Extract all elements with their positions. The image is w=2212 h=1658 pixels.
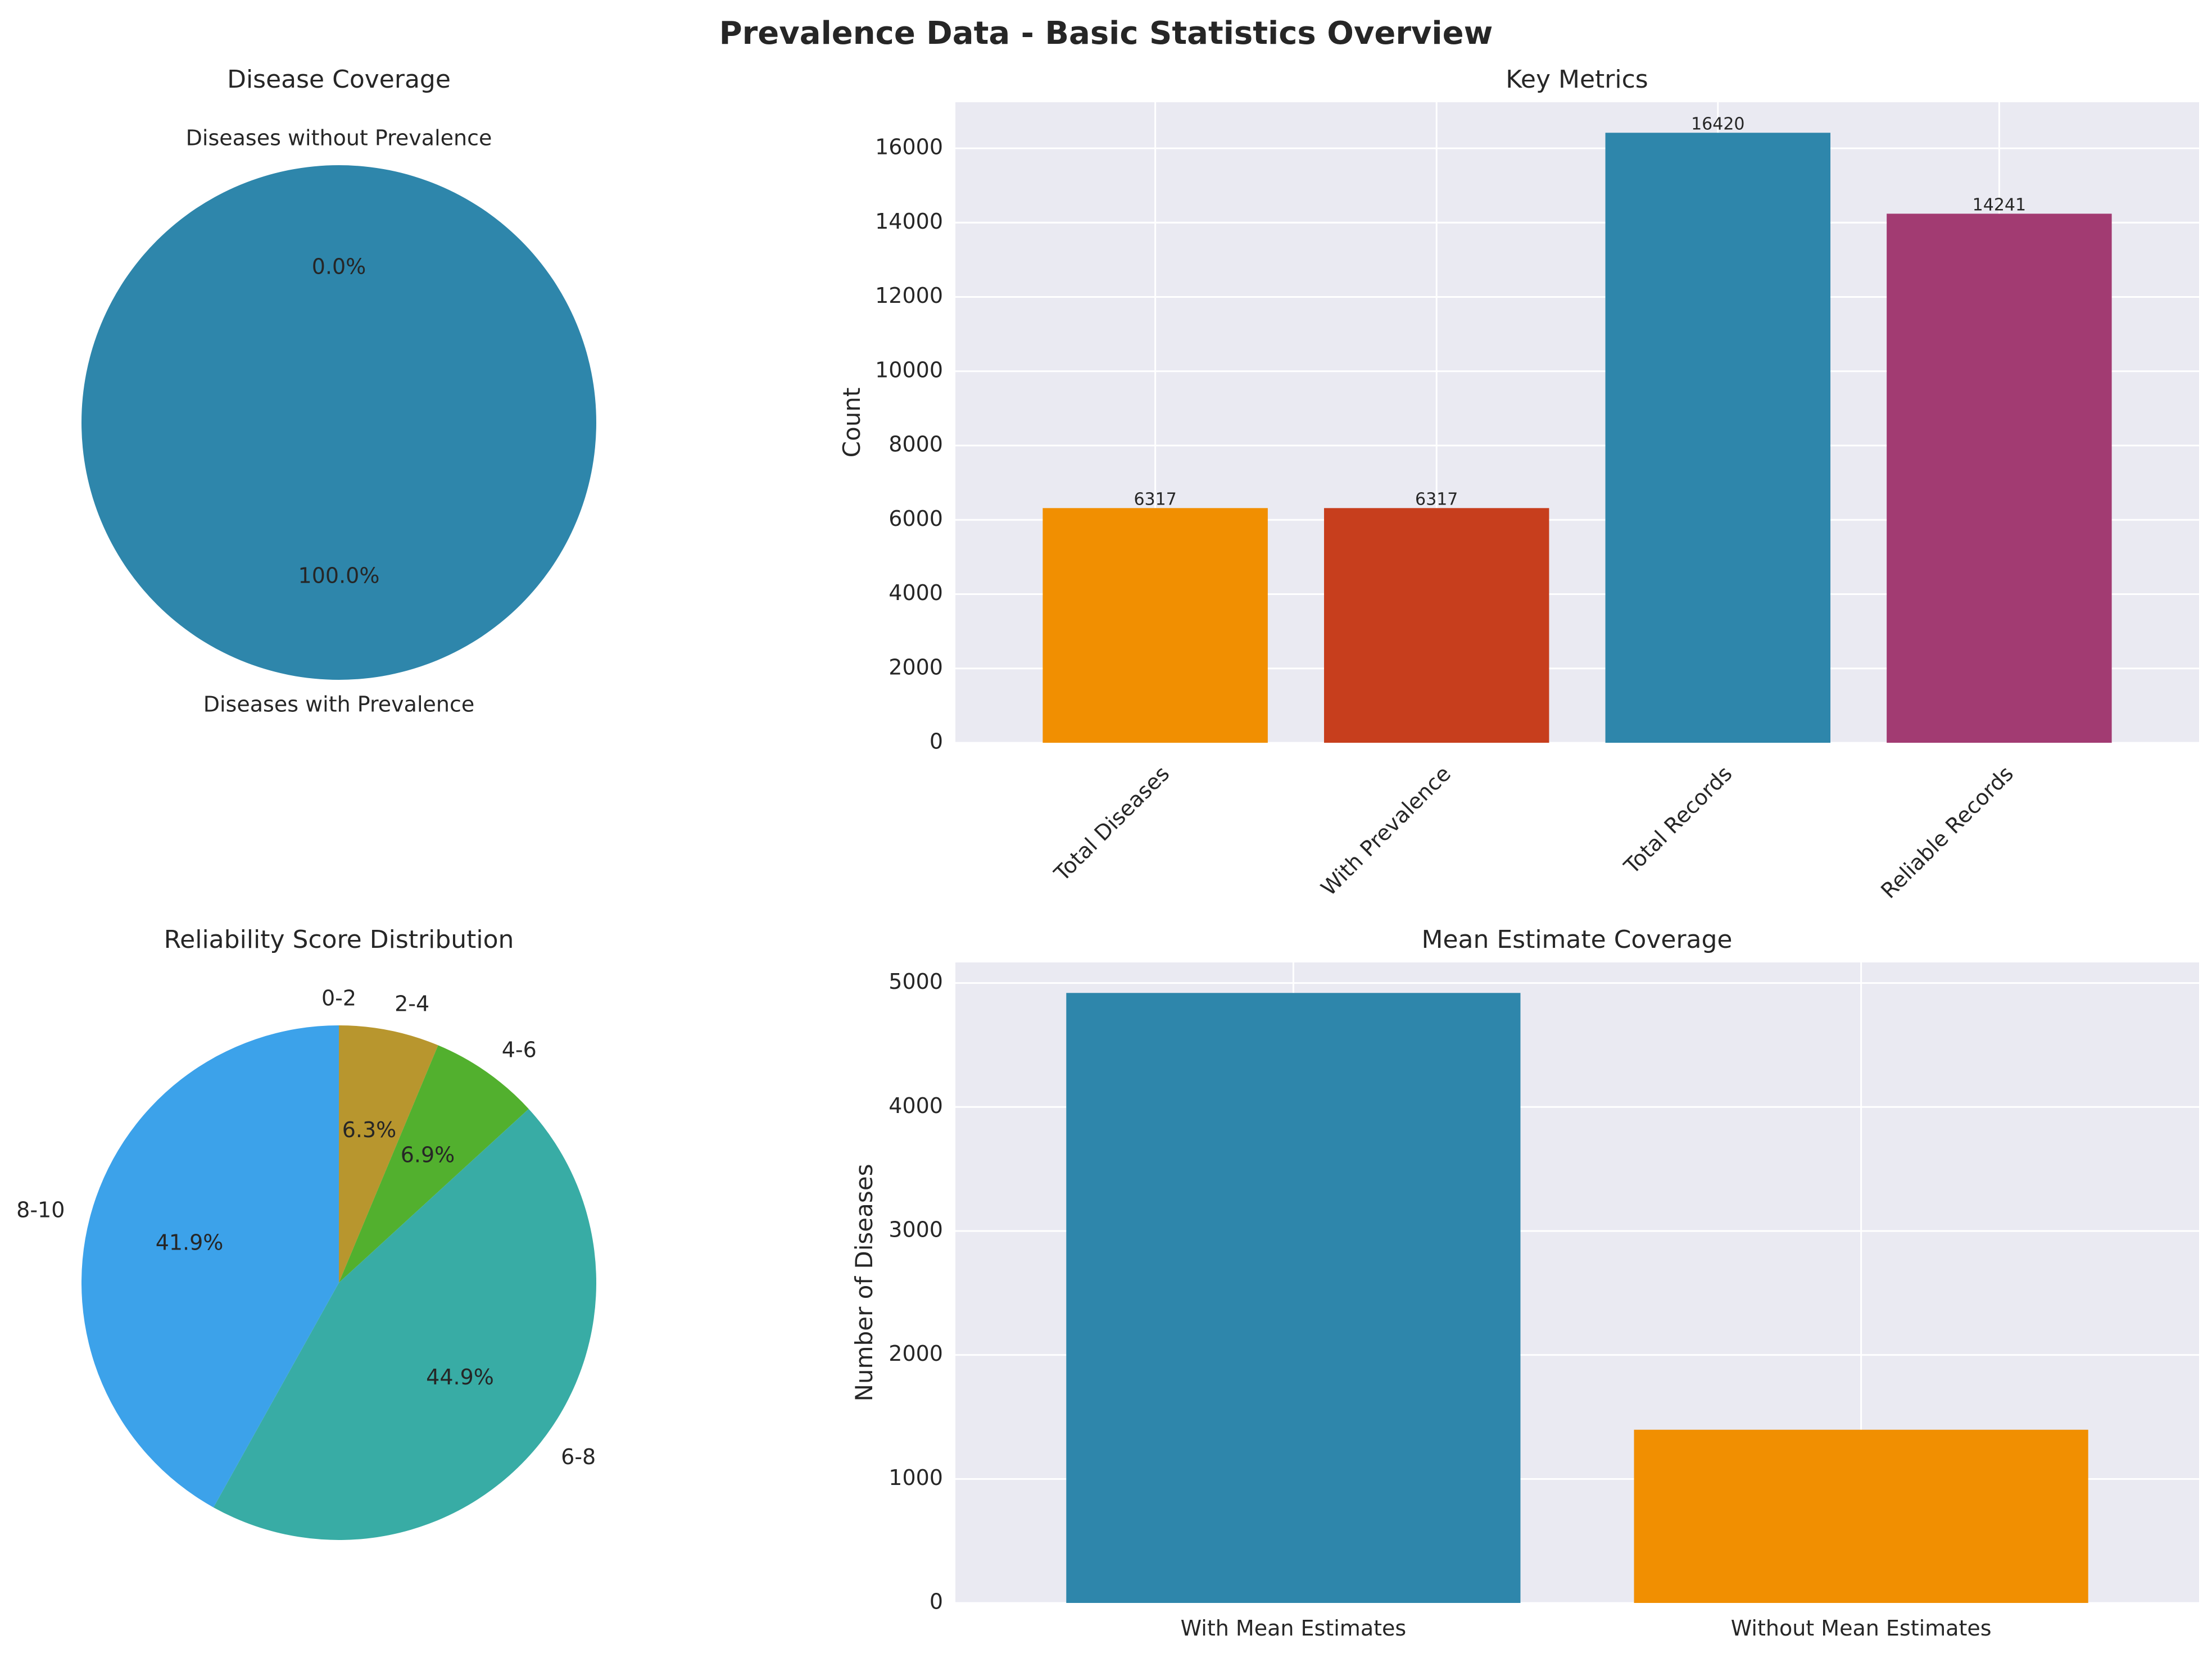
disease-coverage-pie: Disease Coverage Diseases with Prevalenc… xyxy=(81,65,596,716)
reliability-pct-6-8: 44.9% xyxy=(426,1365,494,1389)
mean-estimate-bar-without-mean-estimates xyxy=(1634,1429,2088,1603)
key-metrics-xtick-label: Total Records xyxy=(1619,761,1737,879)
key-metrics-value-label: 6317 xyxy=(1134,489,1176,509)
key-metrics-xtick-label: Total Diseases xyxy=(1049,761,1175,887)
key-metrics-value-label: 6317 xyxy=(1415,489,1458,509)
key-metrics-ytick-label: 4000 xyxy=(889,580,943,605)
key-metrics-title: Key Metrics xyxy=(1506,65,1648,94)
mean-estimate-ytick-label: 0 xyxy=(930,1589,943,1614)
key-metrics-value-label: 16420 xyxy=(1691,114,1744,134)
reliability-title: Reliability Score Distribution xyxy=(164,925,514,954)
coverage-label-diseases-without-prevalence: Diseases without Prevalence xyxy=(186,126,492,151)
disease-coverage-title: Disease Coverage xyxy=(227,65,451,94)
mean-estimate-ylabel: Number of Diseases xyxy=(850,1164,878,1402)
mean-estimate-xtick-label: With Mean Estimates xyxy=(1181,1616,1407,1641)
key-metrics-bar-total-diseases xyxy=(1042,508,1268,743)
figure-title: Prevalence Data - Basic Statistics Overv… xyxy=(719,15,1493,52)
mean-estimate-xtick-label: Without Mean Estimates xyxy=(1731,1616,1992,1641)
reliability-slice-4-6 xyxy=(339,1045,529,1283)
reliability-label-0-2: 0-2 xyxy=(321,986,356,1011)
coverage-slice-diseases-with-prevalence xyxy=(81,165,596,680)
key-metrics-chart: Key Metrics Count 0 2000 4000 6000 8000 10000… xyxy=(838,65,2199,903)
key-metrics-ytick-label: 12000 xyxy=(875,283,943,308)
reliability-slice-2-4 xyxy=(339,1025,438,1283)
reliability-label-4-6: 4-6 xyxy=(502,1037,537,1062)
key-metrics-xtick-label: Reliable Records xyxy=(1876,761,2018,903)
mean-estimate-title: Mean Estimate Coverage xyxy=(1421,925,1732,954)
mean-estimate-ytick-label: 2000 xyxy=(889,1341,943,1366)
mean-estimate-ytick-label: 5000 xyxy=(889,969,943,994)
coverage-label-diseases-with-prevalence: Diseases with Prevalence xyxy=(203,692,475,716)
key-metrics-ytick-label: 6000 xyxy=(889,506,943,531)
key-metrics-ytick-label: 0 xyxy=(930,729,943,754)
reliability-label-8-10: 8-10 xyxy=(16,1198,65,1223)
key-metrics-ytick-label: 2000 xyxy=(889,655,943,679)
key-metrics-ytick-label: 8000 xyxy=(889,432,943,457)
key-metrics-xtick-label: With Prevalence xyxy=(1316,761,1456,901)
reliability-pct-2-4: 6.3% xyxy=(342,1118,397,1142)
mean-estimate-bar-with-mean-estimates xyxy=(1066,993,1521,1603)
mean-estimate-chart: Mean Estimate Coverage Number of Disease… xyxy=(850,925,2199,1641)
key-metrics-bar-reliable-records xyxy=(1887,214,2112,743)
reliability-label-6-8: 6-8 xyxy=(561,1444,596,1469)
coverage-pct-diseases-with-prevalence: 100.0% xyxy=(298,563,380,588)
key-metrics-ytick-label: 14000 xyxy=(875,209,943,234)
mean-estimate-ytick-label: 4000 xyxy=(889,1093,943,1118)
key-metrics-ylabel: Count xyxy=(838,388,865,458)
reliability-pie: Reliability Score Distribution 0-20.0%2-… xyxy=(16,925,596,1540)
mean-estimate-ytick-label: 1000 xyxy=(889,1465,943,1490)
coverage-pct-diseases-without-prevalence: 0.0% xyxy=(312,255,366,279)
key-metrics-ytick-label: 16000 xyxy=(875,135,943,160)
reliability-slice-8-10 xyxy=(81,1025,339,1507)
key-metrics-bar-total-records xyxy=(1605,133,1831,743)
reliability-pct-4-6: 6.9% xyxy=(401,1143,455,1168)
key-metrics-ytick-label: 10000 xyxy=(875,357,943,382)
key-metrics-value-label: 14241 xyxy=(1973,195,2026,215)
reliability-slice-6-8 xyxy=(213,1109,596,1540)
reliability-pct-8-10: 41.9% xyxy=(156,1230,224,1255)
key-metrics-bar-with-prevalence xyxy=(1323,508,1549,743)
mean-estimate-ytick-label: 3000 xyxy=(889,1217,943,1242)
reliability-label-2-4: 2-4 xyxy=(395,992,429,1016)
